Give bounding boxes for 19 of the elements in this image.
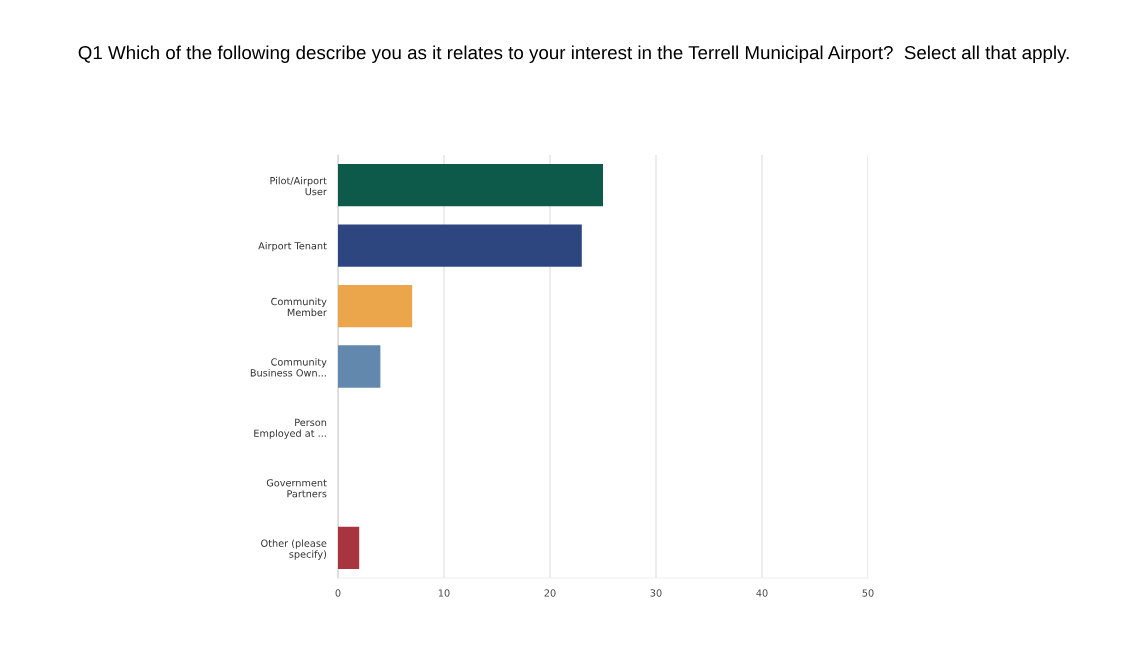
y-tick-label: Pilot/Airport User xyxy=(270,176,327,196)
y-tick-label: Person Employed at ... xyxy=(254,418,327,439)
bar xyxy=(338,224,582,267)
x-tick-label: 20 xyxy=(544,589,556,597)
bar xyxy=(338,526,360,569)
x-tick-label: 0 xyxy=(335,589,341,597)
bar xyxy=(338,284,413,328)
y-tick-label: Other (please specify) xyxy=(261,539,327,560)
y-tick-label: Community Member xyxy=(271,297,327,317)
chart-title: Q1 Which of the following describe you as it relates to your interest in the Terrell Municipal Airport? Select all that apply. xyxy=(78,45,1069,63)
bar xyxy=(338,345,381,388)
bar xyxy=(338,164,603,207)
x-tick-label: 10 xyxy=(438,589,450,597)
x-tick-label: 30 xyxy=(650,589,662,597)
y-tick-label: Community Business Own... xyxy=(250,358,327,377)
x-tick-label: 40 xyxy=(756,589,768,597)
y-tick-label: Government Partners xyxy=(266,479,327,498)
y-tick-label: Airport Tenant xyxy=(258,241,327,252)
x-tick-label: 50 xyxy=(862,589,874,597)
